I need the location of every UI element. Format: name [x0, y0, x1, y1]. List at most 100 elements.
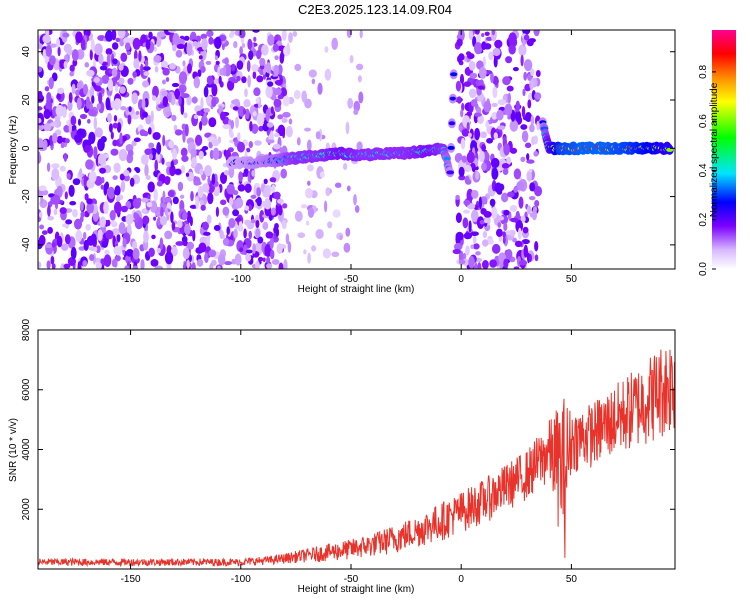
noise-blob	[273, 88, 282, 96]
noise-blob	[533, 135, 539, 145]
noise-blob	[203, 112, 207, 119]
noise-blob	[174, 168, 182, 175]
noise-blob	[110, 220, 117, 226]
noise-blob	[231, 63, 236, 72]
noise-blob	[349, 55, 354, 64]
noise-blob	[129, 177, 135, 187]
noise-blob	[534, 254, 539, 262]
noise-blob	[95, 245, 101, 254]
noise-blob	[277, 94, 284, 100]
noise-blob	[110, 100, 117, 110]
noise-blob	[113, 245, 122, 256]
noise-blob	[305, 220, 310, 226]
noise-blob	[252, 30, 260, 33]
noise-blob	[481, 144, 487, 152]
noise-blob	[186, 42, 193, 56]
noise-blob	[226, 226, 230, 235]
noise-blob	[199, 199, 205, 206]
noise-blob	[474, 112, 482, 117]
noise-blob	[252, 71, 257, 80]
noise-blob	[202, 145, 209, 151]
noise-blob	[503, 143, 510, 156]
noise-blob	[65, 219, 73, 225]
noise-blob	[85, 96, 91, 110]
noise-blob	[159, 215, 168, 226]
noise-blob	[101, 61, 108, 66]
noise-blob	[355, 63, 364, 71]
noise-blob	[123, 169, 130, 177]
noise-blob	[171, 82, 180, 88]
noise-blob	[483, 100, 492, 113]
noise-blob	[69, 71, 74, 77]
noise-blob	[477, 114, 484, 124]
noise-blob	[89, 49, 93, 61]
noise-blob	[43, 108, 51, 120]
noise-blob	[42, 48, 47, 59]
noise-blob	[509, 119, 519, 132]
noise-blob	[180, 147, 188, 157]
noise-blob	[212, 147, 220, 161]
noise-blob	[113, 189, 120, 196]
noise-blob	[274, 79, 283, 86]
noise-blob	[480, 208, 487, 215]
noise-blob	[170, 160, 174, 169]
noise-blob	[99, 65, 108, 71]
noise-blob	[233, 41, 238, 49]
noise-blob	[133, 49, 138, 61]
noise-blob	[214, 55, 218, 61]
spectrogram-heatmap	[38, 30, 674, 269]
noise-blob	[144, 148, 153, 156]
noise-blob	[93, 146, 98, 160]
noise-blob	[115, 37, 121, 42]
noise-blob	[125, 213, 134, 225]
noise-blob	[251, 64, 259, 72]
noise-blob	[176, 38, 186, 45]
noise-blob	[164, 206, 168, 217]
noise-blob	[52, 132, 58, 144]
noise-blob	[347, 97, 354, 109]
noise-blob	[527, 73, 532, 81]
noise-blob	[505, 249, 513, 260]
noise-blob	[105, 48, 113, 56]
noise-blob	[296, 137, 301, 146]
noise-blob	[505, 56, 513, 64]
noise-blob	[515, 100, 521, 113]
noise-blob	[523, 71, 528, 81]
noise-blob	[315, 228, 324, 240]
noise-blob	[70, 246, 77, 260]
noise-blob	[457, 55, 462, 63]
noise-blob	[308, 69, 317, 78]
noise-blob	[169, 63, 176, 70]
noise-blob	[249, 120, 253, 132]
noise-blob	[236, 60, 244, 70]
noise-blob	[468, 30, 474, 41]
noise-blob	[331, 251, 340, 258]
noise-blob	[184, 223, 191, 235]
noise-blob	[259, 57, 266, 66]
noise-blob	[89, 254, 95, 262]
noise-blob	[266, 263, 273, 269]
noise-blob	[170, 211, 174, 224]
noise-blob	[111, 259, 117, 268]
noise-blob	[118, 222, 126, 235]
noise-blob	[164, 230, 173, 240]
noise-blob	[63, 60, 68, 69]
noise-blob	[272, 143, 281, 150]
noise-blob	[513, 168, 522, 180]
noise-blob	[223, 65, 227, 77]
noise-blob	[182, 60, 186, 67]
noise-blob	[104, 249, 110, 257]
noise-blob	[475, 251, 481, 256]
noise-blob	[475, 171, 480, 180]
noise-blob	[534, 92, 542, 100]
noise-blob	[123, 37, 131, 45]
noise-blob	[458, 125, 463, 131]
noise-blob	[75, 31, 83, 44]
noise-blob	[132, 37, 141, 50]
noise-blob	[300, 204, 308, 209]
noise-blob	[170, 246, 178, 257]
noise-blob	[236, 75, 241, 82]
noise-blob	[463, 81, 472, 87]
noise-blob	[248, 204, 252, 212]
noise-blob	[200, 97, 204, 110]
